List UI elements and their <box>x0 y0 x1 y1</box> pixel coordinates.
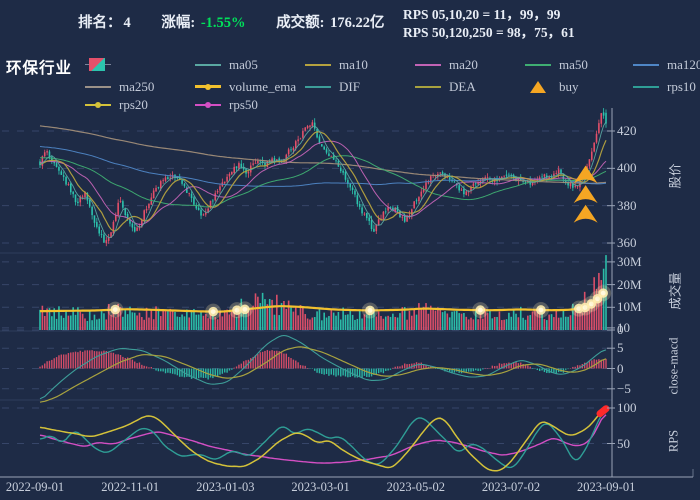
volume_ema-icon <box>195 80 221 94</box>
ma05-icon <box>195 58 221 72</box>
x-tick-label: 2022-11-01 <box>101 480 160 494</box>
legend-item-ma05[interactable]: ma05 <box>195 57 258 73</box>
candle-icon <box>85 58 111 72</box>
candlestick-series <box>39 108 607 247</box>
page-title: 环保行业 <box>6 60 73 77</box>
macd-histogram <box>39 350 607 380</box>
y-tick-label-volume: 10M <box>617 299 642 315</box>
legend-item-ma50[interactable]: ma50 <box>525 57 588 73</box>
change-label: 涨幅: <box>161 15 199 31</box>
axis-title-macd: close-macd <box>666 337 681 395</box>
legend-item-volume_ema[interactable]: volume_ema <box>195 79 296 95</box>
turnover-label: 成交额: <box>276 15 329 31</box>
legend-item-ma20[interactable]: ma20 <box>415 57 478 73</box>
x-tick-label: 2022-09-01 <box>5 480 65 494</box>
legend-label: DIF <box>339 79 360 94</box>
volume-signal-glows <box>107 285 612 320</box>
DEA-icon <box>415 80 441 94</box>
ma-lines <box>39 121 607 239</box>
rps-summary-line2: RPS 50,120,250 = 98，75，61 <box>403 25 575 40</box>
buy-icon <box>525 80 551 94</box>
y-tick-label-price: 360 <box>617 235 637 251</box>
rps10-icon <box>633 80 659 94</box>
buy-markers <box>573 165 598 223</box>
legend-label: rps10 <box>667 79 696 94</box>
legend-label: ma10 <box>339 57 368 72</box>
legend-label: buy <box>559 79 579 94</box>
y-tick-label-price: 380 <box>617 197 637 213</box>
legend-item-ma120[interactable]: ma120 <box>633 57 700 73</box>
volume-bars <box>39 255 607 330</box>
ma20-icon <box>415 58 441 72</box>
legend-label: ma120 <box>667 57 700 72</box>
x-tick-label: 2023-03-01 <box>291 480 350 494</box>
y-tick-label-volume: 30M <box>617 253 642 269</box>
y-tick-label-rps: 100 <box>617 400 637 415</box>
legend-item-candle[interactable] <box>85 57 119 73</box>
change-stat: 涨幅: -1.55% <box>161 11 245 32</box>
legend-label: rps50 <box>229 97 258 112</box>
legend-label: rps20 <box>119 97 148 112</box>
header-stats: 排名： 4 涨幅: -1.55% 成交额: 176.22亿 <box>78 11 412 32</box>
legend-item-buy[interactable]: buy <box>525 79 579 95</box>
legend-label: DEA <box>449 79 476 94</box>
rank-stat: 排名： 4 <box>78 11 131 32</box>
turnover-value: 176.22亿 <box>330 15 385 31</box>
y-tick-label-macd: 0 <box>617 360 624 376</box>
legend-item-ma10[interactable]: ma10 <box>305 57 368 73</box>
ma250-icon <box>85 80 111 94</box>
y-tick-label-macd: 5 <box>617 340 624 356</box>
legend-label: ma05 <box>229 57 258 72</box>
rank-value: 4 <box>123 15 131 31</box>
legend-item-rps10[interactable]: rps10 <box>633 79 696 95</box>
legend-item-rps50[interactable]: rps50 <box>195 97 258 113</box>
ma50-icon <box>525 58 551 72</box>
y-tick-label-macd: −5 <box>617 380 631 396</box>
axis-title-rps: RPS <box>666 429 681 453</box>
DIF-icon <box>305 80 331 94</box>
turnover-stat: 成交额: 176.22亿 <box>276 11 384 32</box>
x-tick-label: 2023-05-02 <box>386 480 445 494</box>
legend-item-ma250[interactable]: ma250 <box>85 79 154 95</box>
rps50-icon <box>195 98 221 112</box>
ma10-icon <box>305 58 331 72</box>
x-tick-label: 2023-07-02 <box>481 480 541 494</box>
rps-end-marker <box>596 405 610 418</box>
legend-label: ma50 <box>559 57 588 72</box>
rank-label: 排名： <box>78 15 122 31</box>
ma120-icon <box>633 58 659 72</box>
rps-summary-line1: RPS 05,10,20 = 11，99，99 <box>403 7 561 22</box>
legend-label: ma20 <box>449 57 478 72</box>
y-tick-label-macd: 10 <box>617 319 630 335</box>
rps-summary: RPS 05,10,20 = 11，99，99 RPS 50,120,250 =… <box>403 6 575 42</box>
legend-label: ma250 <box>119 79 155 94</box>
x-tick-label: 2023-09-01 <box>577 480 636 494</box>
y-tick-label-volume: 20M <box>617 276 642 292</box>
axis-title-volume: 成交量 <box>668 272 683 310</box>
y-tick-label-volume: 0 <box>617 322 624 337</box>
legend-label: volume_ema <box>229 79 297 94</box>
legend-item-rps20[interactable]: rps20 <box>85 97 148 113</box>
y-tick-label-rps: 50 <box>617 435 630 451</box>
y-tick-label-price: 420 <box>617 123 637 138</box>
axis-title-price: 股价 <box>668 163 683 189</box>
legend-item-DEA[interactable]: DEA <box>415 79 476 95</box>
change-value: -1.55% <box>200 15 246 31</box>
x-tick-label: 2023-01-03 <box>196 480 255 494</box>
y-tick-label-price: 400 <box>617 160 637 176</box>
rps20-icon <box>85 98 111 112</box>
legend-item-DIF[interactable]: DIF <box>305 79 360 95</box>
